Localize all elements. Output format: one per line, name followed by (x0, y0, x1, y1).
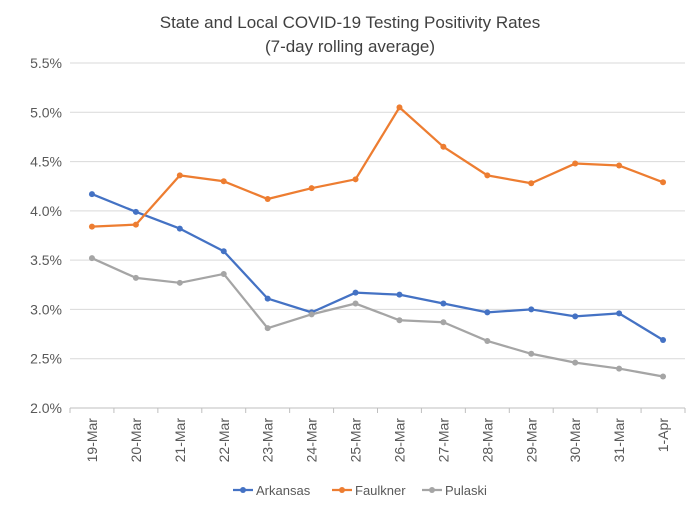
y-tick-label: 2.5% (30, 351, 62, 367)
data-point-arkansas (176, 225, 183, 232)
data-point-arkansas (484, 309, 491, 316)
legend-marker (240, 487, 246, 493)
data-point-pulaski (528, 350, 535, 357)
data-point-pulaski (484, 337, 491, 344)
x-tick-label: 29-Mar (523, 418, 539, 463)
chart-title-line-1: State and Local COVID-19 Testing Positiv… (160, 13, 540, 32)
data-point-faulkner (440, 143, 447, 150)
x-tick-label: 24-Mar (304, 418, 320, 463)
data-point-pulaski (396, 317, 403, 324)
data-point-arkansas (396, 291, 403, 298)
data-point-faulkner (88, 223, 95, 230)
x-tick-label: 1-Apr (655, 418, 671, 453)
data-point-pulaski (352, 300, 359, 307)
x-tick-label: 19-Mar (84, 418, 100, 463)
data-point-faulkner (396, 104, 403, 111)
data-point-faulkner (352, 176, 359, 183)
data-point-faulkner (660, 179, 667, 186)
x-tick-label: 28-Mar (479, 418, 495, 463)
data-point-pulaski (572, 359, 579, 366)
x-tick-label: 23-Mar (260, 418, 276, 463)
data-point-pulaski (660, 373, 667, 380)
data-point-pulaski (616, 365, 623, 372)
data-point-arkansas (264, 295, 271, 302)
legend-label: Faulkner (355, 483, 406, 498)
legend: Arkansas Faulkner Pulaski (233, 483, 487, 498)
series-faulkner (88, 104, 667, 230)
y-tick-label: 3.5% (30, 252, 62, 268)
data-point-arkansas (88, 191, 95, 198)
data-point-pulaski (132, 274, 139, 281)
series-line-faulkner (90, 106, 665, 228)
data-point-faulkner (132, 221, 139, 228)
data-point-faulkner (176, 172, 183, 179)
data-point-arkansas (660, 336, 667, 343)
series-line-arkansas (90, 192, 665, 342)
legend-marker (339, 487, 345, 493)
data-point-faulkner (220, 178, 227, 185)
series-line-pulaski (90, 257, 665, 378)
data-point-arkansas (352, 289, 359, 296)
y-tick-label: 3.0% (30, 301, 62, 317)
x-tick-label: 21-Mar (172, 418, 188, 463)
data-point-faulkner (616, 162, 623, 169)
legend-item-faulkner: Faulkner (332, 483, 406, 498)
y-tick-labels: 2.0% 2.5% 3.0% 3.5% 4.0% 4.5% 5.0% 5.5% (30, 55, 62, 416)
series-pulaski (88, 255, 667, 380)
data-point-arkansas (132, 208, 139, 215)
data-point-faulkner (484, 172, 491, 179)
data-point-arkansas (220, 248, 227, 255)
legend-marker (429, 487, 435, 493)
x-tick-label: 26-Mar (391, 418, 407, 463)
x-tick-label: 30-Mar (567, 418, 583, 463)
data-point-pulaski (440, 319, 447, 326)
data-point-arkansas (528, 306, 535, 313)
data-point-pulaski (264, 325, 271, 332)
x-tick-label: 20-Mar (128, 418, 144, 463)
series-lines (88, 104, 667, 380)
chart-title-line-2: (7-day rolling average) (265, 37, 435, 56)
x-tick-labels: 19-Mar 20-Mar 21-Mar 22-Mar 23-Mar 24-Mar 25-M… (84, 418, 671, 463)
data-point-arkansas (616, 310, 623, 317)
x-tick-label: 27-Mar (435, 418, 451, 463)
y-tick-label: 5.5% (30, 55, 62, 71)
data-point-pulaski (220, 270, 227, 277)
data-point-pulaski (88, 255, 95, 262)
legend-item-arkansas: Arkansas (233, 483, 311, 498)
data-point-pulaski (308, 311, 315, 318)
data-point-faulkner (572, 160, 579, 167)
data-point-arkansas (440, 300, 447, 307)
x-tick-label: 25-Mar (348, 418, 364, 463)
axes (69, 407, 686, 413)
legend-label: Arkansas (256, 483, 311, 498)
y-tick-label: 5.0% (30, 104, 62, 120)
y-tick-label: 4.5% (30, 154, 62, 170)
x-tick-label: 22-Mar (216, 418, 232, 463)
legend-label: Pulaski (445, 483, 487, 498)
data-point-faulkner (528, 180, 535, 187)
data-point-arkansas (572, 313, 579, 320)
legend-item-pulaski: Pulaski (422, 483, 487, 498)
y-tick-label: 2.0% (30, 400, 62, 416)
y-tick-label: 4.0% (30, 203, 62, 219)
data-point-faulkner (264, 196, 271, 203)
x-tick-label: 31-Mar (611, 418, 627, 463)
data-point-pulaski (176, 279, 183, 286)
data-point-faulkner (308, 185, 315, 192)
